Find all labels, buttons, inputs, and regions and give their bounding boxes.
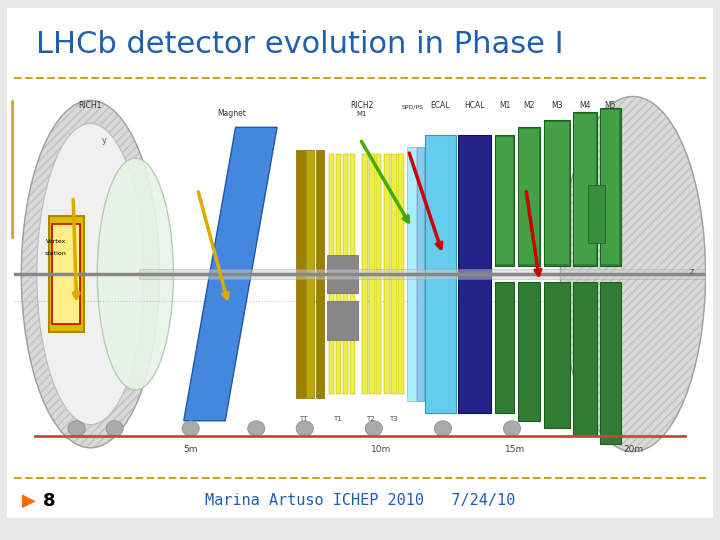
Text: M2: M2	[523, 101, 535, 110]
Bar	[391, 154, 397, 394]
Ellipse shape	[22, 100, 160, 448]
Bar	[369, 154, 374, 394]
FancyBboxPatch shape	[124, 98, 247, 261]
Bar	[306, 151, 315, 397]
Text: RICH2: RICH2	[351, 101, 374, 110]
Text: z: z	[690, 267, 694, 276]
Ellipse shape	[97, 158, 174, 390]
Text: 8: 8	[42, 491, 55, 510]
Bar	[544, 282, 570, 429]
Text: 5m: 5m	[184, 444, 198, 454]
FancyBboxPatch shape	[279, 136, 449, 212]
Bar	[329, 154, 334, 394]
Bar	[425, 135, 456, 413]
Bar	[601, 110, 619, 265]
Text: Magnet: Magnet	[217, 109, 246, 118]
Ellipse shape	[106, 421, 123, 436]
Bar	[316, 151, 324, 397]
Ellipse shape	[296, 421, 313, 436]
Text: Tracking
system: new
TT& IT, new
electronics for
OT: Tracking system: new TT& IT, new electro…	[131, 131, 235, 225]
Text: HCAL: HCAL	[464, 101, 485, 110]
Bar	[336, 154, 341, 394]
Bar	[575, 114, 595, 265]
Text: Calorimeter: Calorimeter	[462, 197, 549, 212]
Bar	[398, 154, 403, 394]
Bar	[544, 119, 570, 266]
Text: TT: TT	[299, 416, 307, 422]
Text: Vertex
detector:
new pixel
system: Vertex detector: new pixel system	[22, 130, 91, 205]
Text: Vertex: Vertex	[46, 239, 66, 244]
Bar	[417, 147, 423, 401]
Text: 15m: 15m	[505, 444, 525, 454]
Text: ECAL: ECAL	[431, 101, 450, 110]
Ellipse shape	[37, 124, 144, 424]
Text: y: y	[102, 136, 107, 145]
Bar	[573, 282, 597, 436]
Text: 20m: 20m	[623, 444, 643, 454]
Text: station: station	[45, 251, 67, 256]
Bar	[600, 108, 621, 266]
Polygon shape	[184, 127, 277, 421]
Text: M5: M5	[605, 101, 616, 110]
Bar	[327, 255, 358, 293]
FancyBboxPatch shape	[455, 106, 632, 166]
Bar	[519, 129, 539, 265]
FancyBboxPatch shape	[12, 101, 114, 237]
Bar	[573, 112, 597, 266]
FancyBboxPatch shape	[455, 182, 632, 226]
Text: Hadron id:
New photon detectors: Hadron id: New photon detectors	[288, 158, 450, 193]
Bar	[588, 185, 606, 243]
Bar	[327, 301, 358, 340]
Bar	[518, 127, 541, 266]
Bar	[495, 135, 514, 266]
Bar	[350, 154, 355, 394]
Bar	[362, 154, 368, 394]
Bar	[49, 216, 84, 332]
Ellipse shape	[365, 421, 382, 436]
Text: M1: M1	[499, 101, 510, 110]
Text: T3: T3	[389, 416, 397, 422]
Text: T2: T2	[366, 416, 374, 422]
Ellipse shape	[434, 421, 451, 436]
Bar	[297, 151, 305, 397]
Text: LHCb detector evolution in Phase I: LHCb detector evolution in Phase I	[36, 30, 564, 59]
Text: RICH1: RICH1	[78, 101, 102, 110]
Ellipse shape	[503, 421, 521, 436]
Bar	[407, 147, 416, 401]
Text: SPD/PS: SPD/PS	[402, 104, 423, 109]
Text: M1: M1	[357, 111, 367, 117]
Text: M4: M4	[579, 101, 590, 110]
Text: Marina Artuso ICHEP 2010   7/24/10: Marina Artuso ICHEP 2010 7/24/10	[205, 493, 515, 508]
Bar	[376, 154, 382, 394]
Text: 10m: 10m	[371, 444, 391, 454]
Bar	[600, 282, 621, 444]
Bar	[343, 154, 348, 394]
Ellipse shape	[68, 421, 85, 436]
Ellipse shape	[248, 421, 265, 436]
Bar	[458, 135, 491, 413]
Ellipse shape	[182, 421, 199, 436]
Bar	[53, 224, 80, 324]
FancyBboxPatch shape	[455, 225, 632, 269]
Text: M3: M3	[552, 101, 563, 110]
Ellipse shape	[560, 97, 706, 451]
Bar	[518, 282, 541, 421]
Text: T1: T1	[333, 416, 342, 422]
Text: Some electronics
replacement for: Some electronics replacement for	[462, 120, 588, 155]
Bar	[496, 137, 513, 265]
Text: Muon detector: Muon detector	[462, 240, 569, 255]
Bar	[545, 122, 569, 265]
FancyBboxPatch shape	[7, 8, 713, 518]
Bar	[384, 154, 390, 394]
Bar	[139, 269, 706, 279]
Bar	[495, 282, 514, 413]
Text: ▶: ▶	[22, 491, 36, 510]
